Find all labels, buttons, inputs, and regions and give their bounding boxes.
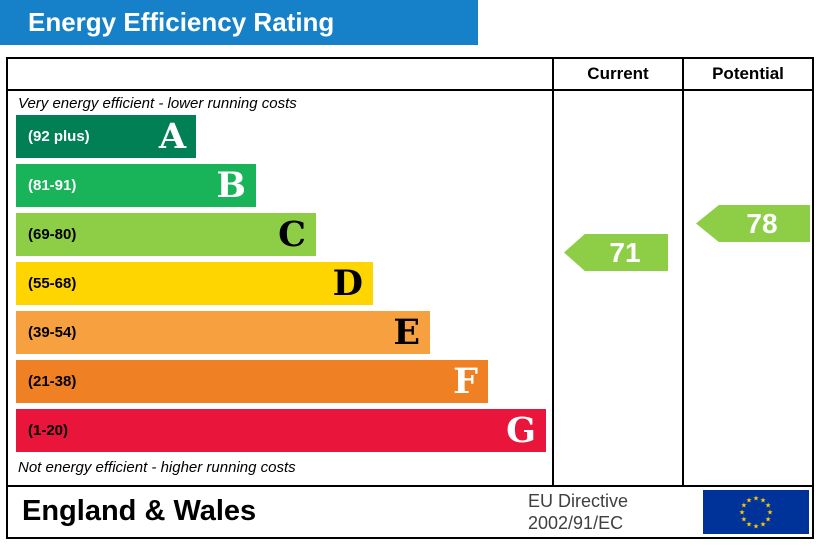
band-f: (21-38) F — [16, 360, 488, 403]
column-divider-potential — [682, 59, 684, 487]
band-f-letter: F — [453, 361, 478, 402]
eu-directive-label: EU Directive 2002/91/EC — [528, 490, 628, 534]
band-c-letter: C — [278, 214, 306, 255]
chart-body: Current Potential Very energy efficient … — [6, 57, 814, 539]
svg-text:★: ★ — [746, 521, 752, 529]
svg-text:★: ★ — [765, 516, 771, 524]
header-divider — [8, 89, 812, 91]
eu-flag-icon: ★ ★ ★ ★ ★ ★ ★ ★ ★ ★ ★ ★ — [703, 490, 809, 534]
current-rating-arrow: 71 — [564, 234, 668, 271]
band-e-range: (39-54) — [28, 324, 77, 341]
band-e-letter: E — [393, 312, 420, 353]
chart-title-bar: Energy Efficiency Rating — [0, 0, 478, 45]
band-f-range: (21-38) — [28, 373, 77, 390]
page-title: Energy Efficiency Rating — [28, 7, 335, 37]
svg-text:★: ★ — [739, 509, 745, 517]
svg-text:★: ★ — [753, 495, 759, 503]
column-header-potential: Potential — [712, 64, 784, 83]
eu-directive-line1: EU Directive — [528, 491, 629, 511]
eu-flag-field — [703, 490, 809, 534]
band-d-range: (55-68) — [28, 275, 77, 292]
band-g-range: (1-20) — [28, 422, 69, 439]
potential-rating-arrow: 78 — [696, 205, 810, 242]
band-a-range: (92 plus) — [28, 128, 90, 145]
footer: England & Wales EU Directive 2002/91/EC … — [8, 485, 812, 537]
caption-not-efficient: Not energy efficient - higher running co… — [18, 459, 296, 476]
eu-directive-line2: 2002/91/EC — [528, 513, 624, 533]
band-a: (92 plus) A — [16, 115, 196, 158]
svg-text:★: ★ — [767, 509, 773, 517]
footer-region-label: England & Wales — [22, 495, 257, 527]
band-c-range: (69-80) — [28, 226, 77, 243]
column-header-current: Current — [587, 64, 649, 83]
band-b-range: (81-91) — [28, 177, 77, 194]
current-rating-value: 71 — [609, 236, 641, 268]
caption-efficient: Very energy efficient - lower running co… — [18, 95, 297, 112]
svg-text:★: ★ — [765, 502, 771, 510]
potential-rating-value: 78 — [746, 207, 778, 239]
svg-text:★: ★ — [760, 521, 766, 529]
band-b: (81-91) B — [16, 164, 256, 207]
svg-text:★: ★ — [741, 502, 747, 510]
band-g: (1-20) G — [16, 409, 546, 452]
band-c: (69-80) C — [16, 213, 316, 256]
svg-text:★: ★ — [741, 516, 747, 524]
band-b-letter: B — [216, 165, 246, 206]
band-g-letter: G — [506, 410, 536, 451]
band-d: (55-68) D — [16, 262, 373, 305]
svg-text:★: ★ — [760, 496, 766, 504]
band-e: (39-54) E — [16, 311, 430, 354]
band-d-letter: D — [332, 263, 363, 304]
column-divider-current — [552, 59, 554, 487]
svg-text:★: ★ — [753, 523, 759, 531]
band-a-letter: A — [158, 116, 186, 157]
svg-text:★: ★ — [746, 496, 752, 504]
eu-flag-stars: ★ ★ ★ ★ ★ ★ ★ ★ ★ ★ ★ ★ — [739, 495, 773, 531]
